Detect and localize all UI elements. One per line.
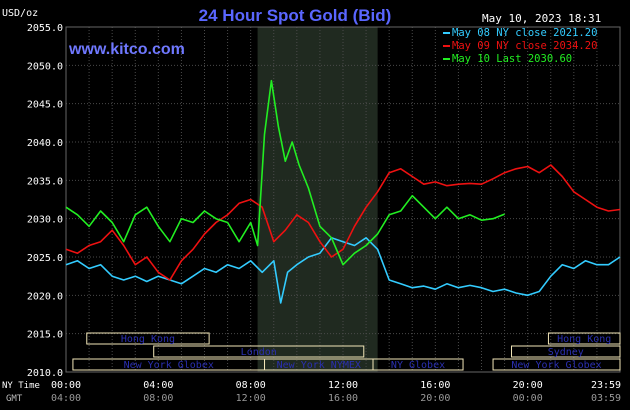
y-axis-ticks: 2010.0 2015.0 2020.0 2025.0 2030.0 2035.0 2040… <box>27 23 63 379</box>
legend-item: May 08 NY close 2021.20 <box>443 27 597 39</box>
session-label: NY Globex <box>391 360 445 371</box>
x-tick-label-ny: 00:00 <box>51 380 81 391</box>
x-tick-label-ny: 16:00 <box>420 380 450 391</box>
y-tick-label: 2055.0 <box>27 23 63 34</box>
y-tick-label: 2035.0 <box>27 176 63 187</box>
y-tick-label: 2025.0 <box>27 253 63 264</box>
session-label: Hong Kong <box>121 334 175 345</box>
x-axis-ticks: 00:00 04:00 08:00 12:00 16:00 20:00 23:59 04:00… <box>51 380 621 404</box>
session-label: Hong Kong <box>557 334 611 345</box>
session-label: New York NYMEX <box>277 360 361 371</box>
session-box <box>547 332 621 345</box>
session-label: New York Globex <box>511 360 601 371</box>
y-tick-label: 2040.0 <box>27 138 63 149</box>
session-label: New York Globex <box>124 360 214 371</box>
x-tick-label-gmt: 08:00 <box>143 393 173 404</box>
plot-border <box>65 26 621 373</box>
x-tick-label-gmt: 12:00 <box>236 393 266 404</box>
timestamp: May 10, 2023 18:31 <box>482 12 601 25</box>
x-tick-label-ny: 04:00 <box>143 380 173 391</box>
series-line-0 <box>65 237 621 304</box>
x-tick-label-gmt: 03:59 <box>591 393 621 404</box>
ny-time-label: NY Time <box>2 381 40 391</box>
grid-lines <box>65 26 621 373</box>
x-tick-label-gmt: 00:00 <box>513 393 543 404</box>
site-watermark: www.kitco.com <box>68 41 185 58</box>
y-tick-label: 2030.0 <box>27 215 63 226</box>
x-tick-label-gmt: 16:00 <box>328 393 358 404</box>
y-axis-label: USD/oz <box>2 8 38 19</box>
x-tick-label-gmt: 20:00 <box>420 393 450 404</box>
series-line-2 <box>65 79 505 266</box>
x-tick-label-ny: 20:00 <box>513 380 543 391</box>
session-box <box>511 345 621 358</box>
y-tick-label: 2050.0 <box>27 61 63 72</box>
x-tick-label-ny: 08:00 <box>236 380 266 391</box>
session-box <box>86 332 210 345</box>
gmt-label: GMT <box>6 394 23 404</box>
y-tick-label: 2015.0 <box>27 330 63 341</box>
y-tick-label: 2010.0 <box>27 368 63 379</box>
session-bar: NY Globex <box>372 358 464 371</box>
y-tick-label: 2045.0 <box>27 100 63 111</box>
legend-label: May 10 Last 2030.60 <box>452 53 572 65</box>
session-box <box>372 358 464 371</box>
legend-label: May 09 NY close 2034.20 <box>452 40 597 52</box>
chart-title: 24 Hour Spot Gold (Bid) <box>199 6 392 25</box>
session-bar: Sydney <box>511 345 621 358</box>
price-series <box>65 79 621 304</box>
x-tick-label-ny: 23:59 <box>591 380 621 391</box>
session-bar: Hong Kong <box>86 332 210 345</box>
session-bar: New York Globex <box>492 358 621 371</box>
market-sessions: Hong Kong London New York Globex New York N… <box>72 332 621 371</box>
x-tick-label-ny: 12:00 <box>328 380 358 391</box>
legend-item: May 10 Last 2030.60 <box>443 53 572 65</box>
session-label: Sydney <box>548 347 584 358</box>
session-bar: London <box>153 345 365 358</box>
trading-highlight-band <box>257 27 378 372</box>
x-tick-label-gmt: 04:00 <box>51 393 81 404</box>
session-box <box>153 345 365 358</box>
session-box <box>492 358 621 371</box>
session-label: London <box>241 347 277 358</box>
session-bar: Hong Kong <box>547 332 621 345</box>
y-tick-label: 2020.0 <box>27 291 63 302</box>
session-bar: New York NYMEX <box>264 358 374 371</box>
series-line-1 <box>65 164 621 281</box>
legend-item: May 09 NY close 2034.20 <box>443 40 597 52</box>
legend-label: May 08 NY close 2021.20 <box>452 27 597 39</box>
